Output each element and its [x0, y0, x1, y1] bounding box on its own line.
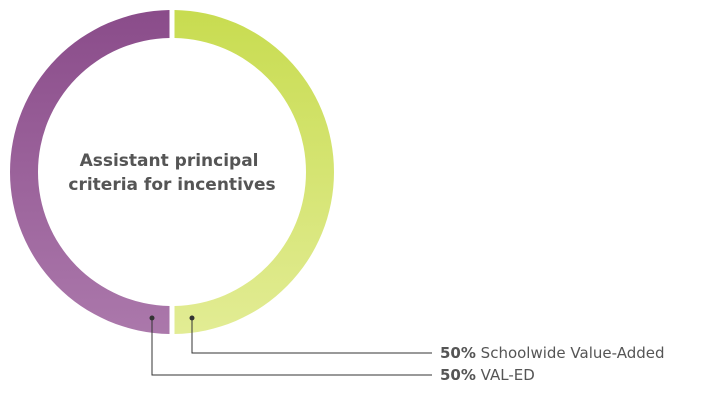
legend-entry: 50% VAL-ED: [440, 366, 535, 384]
legend-label: Schoolwide Value-Added: [476, 344, 665, 362]
legend-label: VAL-ED: [476, 366, 535, 384]
chart-title: Assistant principal criteria for incenti…: [68, 151, 275, 195]
legend-percent: 50%: [440, 366, 476, 384]
chart-title-line-1: Assistant principal: [80, 151, 259, 171]
chart-title-line-2: criteria for incentives: [68, 175, 275, 195]
donut-slices: [9, 10, 334, 334]
leader-line: [191, 318, 432, 354]
leader-lines: [149, 315, 432, 376]
legend-entry: 50% Schoolwide Value-Added: [440, 344, 665, 362]
donut-slice-schoolwide-value-added: [174, 10, 334, 334]
donut-slice-val-ed: [9, 10, 170, 334]
legend-percent: 50%: [440, 344, 476, 362]
leader-line: [151, 318, 432, 376]
